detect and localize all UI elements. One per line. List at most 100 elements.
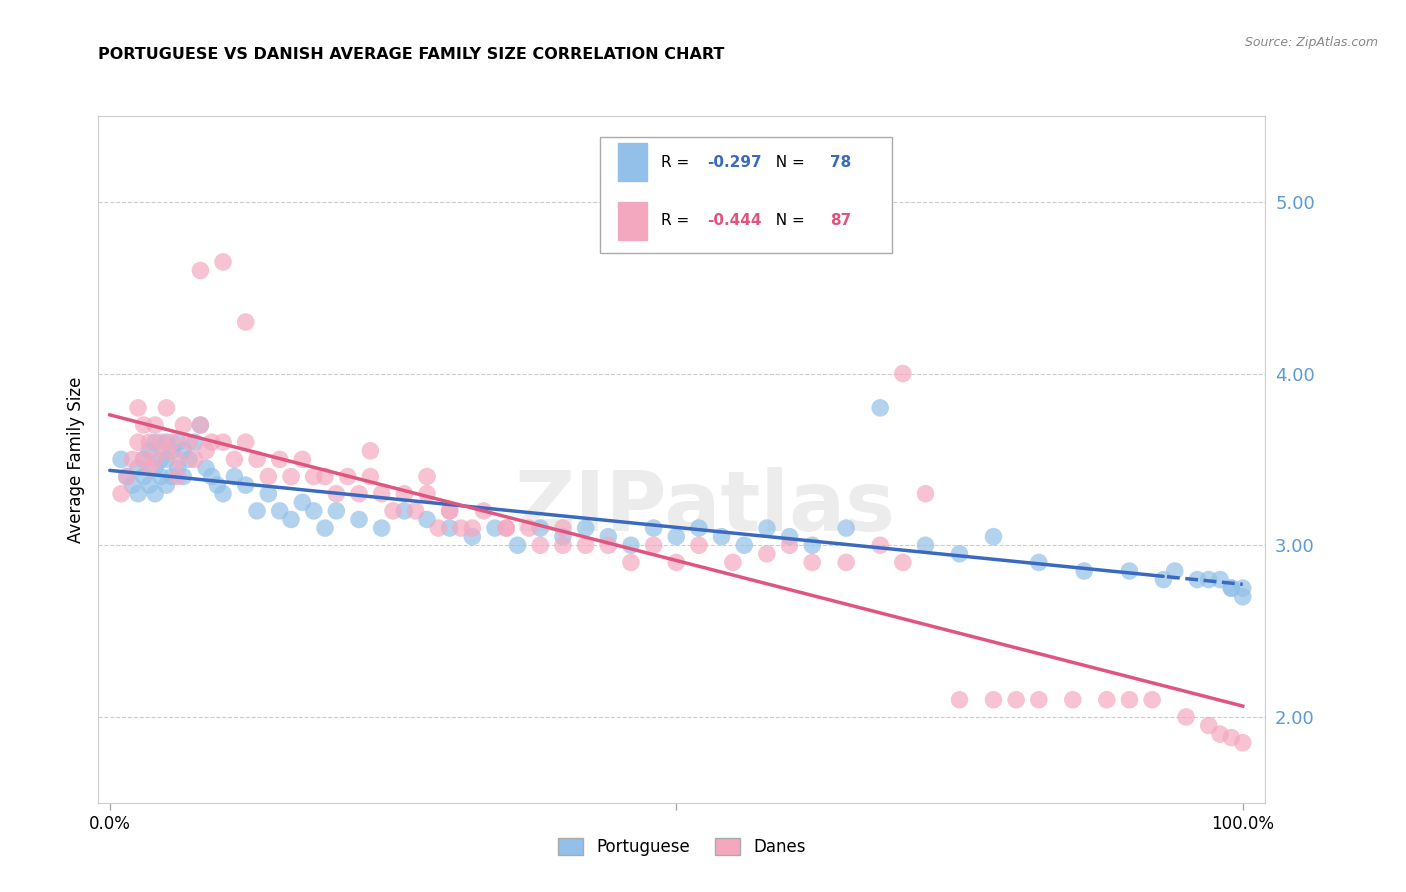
Point	[1062, 692, 1084, 706]
Point	[149, 435, 172, 450]
Point	[127, 435, 149, 450]
Point	[710, 530, 733, 544]
Point	[325, 487, 347, 501]
Point	[484, 521, 506, 535]
Point	[280, 469, 302, 483]
Point	[1073, 564, 1095, 578]
Point	[1220, 731, 1243, 745]
Point	[166, 469, 188, 483]
Text: ZIPatlas: ZIPatlas	[515, 467, 896, 548]
Text: N =: N =	[766, 155, 810, 169]
Text: R =: R =	[661, 213, 695, 228]
Point	[132, 417, 155, 432]
Point	[155, 443, 177, 458]
Point	[172, 469, 194, 483]
Point	[1198, 573, 1220, 587]
Point	[1187, 573, 1209, 587]
Point	[172, 443, 194, 458]
Point	[427, 521, 450, 535]
Point	[948, 692, 970, 706]
Point	[416, 487, 439, 501]
Point	[733, 538, 755, 552]
Point	[291, 495, 314, 509]
Point	[280, 512, 302, 526]
Point	[121, 452, 143, 467]
Point	[121, 478, 143, 492]
Point	[495, 521, 517, 535]
Point	[212, 255, 235, 269]
Point	[1140, 692, 1163, 706]
Point	[598, 538, 620, 552]
Point	[177, 452, 200, 467]
Text: Source: ZipAtlas.com: Source: ZipAtlas.com	[1244, 36, 1378, 49]
Point	[551, 521, 574, 535]
Point	[1095, 692, 1118, 706]
Point	[1175, 710, 1198, 724]
Point	[869, 538, 891, 552]
Point	[801, 538, 824, 552]
Point	[183, 452, 205, 467]
Point	[665, 555, 688, 570]
Point	[755, 547, 778, 561]
Point	[575, 538, 598, 552]
Point	[450, 521, 472, 535]
FancyBboxPatch shape	[617, 144, 647, 181]
Point	[1118, 564, 1140, 578]
Point	[394, 504, 416, 518]
Point	[138, 443, 160, 458]
Point	[551, 538, 574, 552]
Point	[127, 461, 149, 475]
Point	[212, 435, 235, 450]
Y-axis label: Average Family Size: Average Family Size	[66, 376, 84, 542]
Point	[472, 504, 495, 518]
Point	[302, 469, 325, 483]
Point	[506, 538, 529, 552]
Point	[370, 521, 392, 535]
Point	[665, 530, 688, 544]
Point	[257, 487, 280, 501]
Point	[143, 452, 166, 467]
Point	[416, 512, 439, 526]
Point	[1028, 692, 1050, 706]
Point	[359, 469, 381, 483]
Point	[195, 443, 218, 458]
Point	[195, 461, 218, 475]
Point	[1232, 736, 1254, 750]
FancyBboxPatch shape	[600, 136, 891, 253]
Point	[416, 469, 439, 483]
Point	[779, 530, 801, 544]
Point	[127, 401, 149, 415]
Point	[1198, 718, 1220, 732]
Point	[336, 469, 359, 483]
Point	[246, 504, 269, 518]
Point	[190, 263, 212, 277]
Point	[779, 538, 801, 552]
Point	[302, 504, 325, 518]
Point	[620, 538, 643, 552]
Point	[291, 452, 314, 467]
Point	[1152, 573, 1174, 587]
Point	[166, 435, 188, 450]
Point	[370, 487, 392, 501]
Point	[495, 521, 517, 535]
Point	[115, 469, 138, 483]
Point	[801, 555, 824, 570]
Point	[166, 461, 188, 475]
Point	[347, 487, 370, 501]
Point	[325, 504, 347, 518]
Point	[1232, 581, 1254, 595]
Point	[143, 461, 166, 475]
Point	[1209, 727, 1232, 741]
Point	[177, 435, 200, 450]
Point	[1209, 573, 1232, 587]
Text: 87: 87	[830, 213, 852, 228]
Point	[721, 555, 744, 570]
Point	[1028, 555, 1050, 570]
Point	[224, 469, 246, 483]
Point	[1220, 581, 1243, 595]
Point	[835, 555, 858, 570]
Point	[190, 417, 212, 432]
Point	[110, 487, 132, 501]
Point	[382, 504, 405, 518]
Point	[439, 504, 461, 518]
